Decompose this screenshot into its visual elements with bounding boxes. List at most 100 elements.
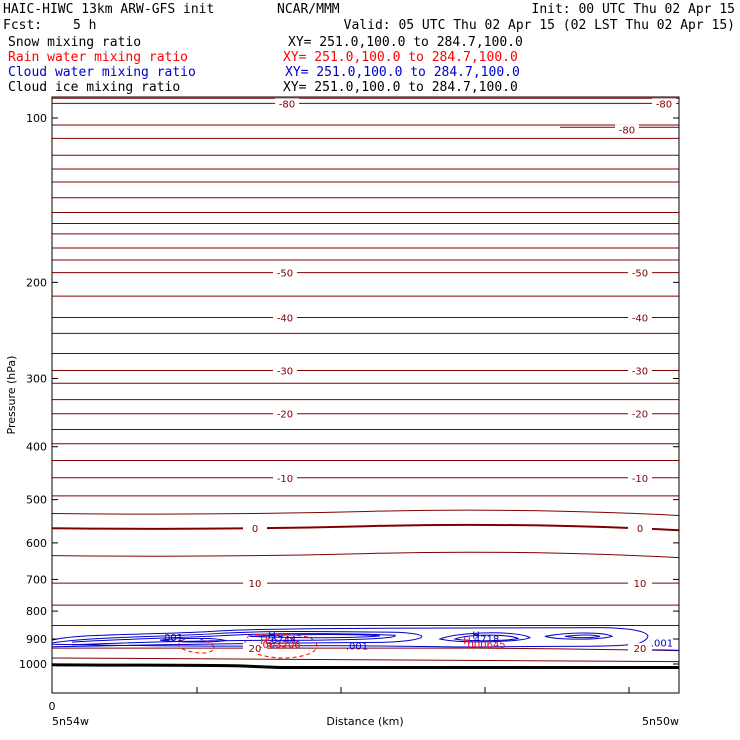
- cloud-water-label: .001: [161, 633, 183, 644]
- header-valid: Valid: 05 UTC Thu 02 Apr 15 (02 LST Thu …: [344, 18, 735, 33]
- temperature-contour-label: 20: [634, 644, 647, 655]
- temperature-contours: [51, 97, 680, 663]
- label-bg: [628, 365, 652, 377]
- y-tick-label: 1000: [19, 658, 47, 671]
- field-xy-rain: XY= 251.0,100.0 to 284.7,100.0: [283, 50, 518, 65]
- temperature-contour-label: 0: [637, 524, 643, 535]
- temperature-contour-label: -80: [279, 99, 295, 110]
- field-xy-cloudice: XY= 251.0,100.0 to 284.7,100.0: [283, 80, 518, 95]
- y-tick-label: 300: [26, 373, 47, 386]
- temperature-contour-line: [51, 509, 680, 516]
- rain-water-label: H: [463, 636, 471, 647]
- cloud-water-contour: [438, 632, 532, 643]
- field-name-snow: Snow mixing ratio: [8, 35, 141, 50]
- cloud-water-contour: [544, 632, 614, 640]
- label-bg: [628, 578, 652, 590]
- x-end-label: 5n50w: [642, 715, 679, 728]
- label-bg: [275, 98, 299, 110]
- cloud-water-label: .001: [346, 642, 368, 653]
- temperature-contour-label: -20: [632, 410, 648, 421]
- x-axis-title: Distance (km): [326, 715, 403, 728]
- field-xy-snow: XY= 251.0,100.0 to 284.7,100.0: [288, 35, 523, 50]
- rain-water-contour: [178, 638, 215, 654]
- label-bg: [243, 523, 267, 535]
- x-axis: 0 5n54w 5n50w Distance (km): [49, 687, 679, 728]
- y-tick-label: 800: [26, 605, 47, 618]
- rain-water-contour: [266, 637, 298, 647]
- temperature-contour-label: 0: [252, 524, 258, 535]
- x-tick-label-0: 0: [49, 700, 56, 713]
- temperature-contour-label: -30: [277, 366, 293, 377]
- cloud-water-label: H: [472, 630, 480, 641]
- temperature-labels: -80 -80 -80 -50 -50 -40 -40 -30 -30 -20 -20 -10 -10 0…: [243, 98, 676, 655]
- cloud-water-labels: .001 H.6744 H.4718.001.001: [161, 630, 673, 652]
- label-bg: [628, 523, 652, 535]
- temperature-contour-label: -50: [277, 269, 293, 280]
- label-bg: [628, 312, 652, 324]
- header-fcst-label: Fcst:: [3, 18, 42, 33]
- field-xy-cloudwater: XY= 251.0,100.0 to 284.7,100.0: [285, 65, 520, 80]
- temperature-contour-label: -10: [277, 474, 293, 485]
- label-bg: [273, 267, 297, 279]
- y-tick-label: 600: [26, 537, 47, 550]
- y-tick-label: 700: [26, 573, 47, 586]
- label-bg: [273, 408, 297, 420]
- terrain-line: [51, 663, 679, 670]
- rain-water-contours: [178, 633, 318, 659]
- rain-water-label: .000645: [464, 640, 505, 651]
- temperature-contour-label: 20: [249, 644, 262, 655]
- label-bg: [628, 472, 652, 484]
- y-tick-label: 500: [26, 494, 47, 507]
- temperature-contour-line: [51, 657, 680, 663]
- temperature-contour-label: -30: [632, 366, 648, 377]
- field-name-cloudwater: Cloud water mixing ratio: [8, 65, 196, 80]
- x-start-label: 5n54w: [52, 715, 89, 728]
- header-init: Init: 00 UTC Thu 02 Apr 15: [532, 2, 736, 17]
- label-bg: [628, 643, 652, 655]
- cloud-water-contour: [249, 633, 381, 639]
- field-name-rain: Rain water mixing ratio: [8, 50, 188, 65]
- temperature-contour-line: [51, 551, 680, 559]
- header-center: NCAR/MMM: [277, 2, 340, 17]
- field-name-cloudice: Cloud ice mixing ratio: [8, 80, 180, 95]
- y-tick-label: 900: [26, 633, 47, 646]
- cloud-water-label: .4718: [471, 634, 500, 645]
- temperature-contour-line: [51, 523, 680, 532]
- label-bg: [628, 408, 652, 420]
- cloud-water-label: .001: [651, 639, 673, 650]
- temperature-contour-label: -10: [632, 474, 648, 485]
- temperature-contour-label: -80: [619, 126, 635, 137]
- y-axis-title: Pressure (hPa): [5, 356, 18, 435]
- plot-frame: [51, 96, 680, 694]
- header-fcst-value: 5 h: [73, 18, 96, 33]
- rain-water-label: .003206: [259, 640, 300, 651]
- terrain-line: [51, 663, 679, 670]
- cloud-water-label: .6744: [268, 635, 297, 646]
- cloud-water-label: H: [268, 630, 276, 641]
- y-tick-label: 100: [26, 112, 47, 125]
- label-bg: [273, 365, 297, 377]
- temperature-contour-label: -80: [656, 99, 672, 110]
- temperature-contour-label: -40: [277, 314, 293, 325]
- header-model: HAIC-HIWC 13km ARW-GFS init: [3, 2, 214, 17]
- label-bg: [652, 98, 676, 110]
- cloud-water-contour: [159, 637, 227, 643]
- temperature-contour-label: -20: [277, 410, 293, 421]
- temperature-contour-label: -40: [632, 314, 648, 325]
- cloud-water-contour: [564, 634, 601, 639]
- label-bg: [273, 312, 297, 324]
- rain-water-label: H: [260, 636, 268, 647]
- label-bg: [615, 124, 639, 136]
- label-bg: [243, 578, 267, 590]
- label-bg: [628, 267, 652, 279]
- label-bg: [273, 472, 297, 484]
- label-bg: [243, 643, 267, 655]
- temperature-contour-label: -50: [632, 269, 648, 280]
- temperature-contour-label: 10: [249, 579, 262, 590]
- plot-area: -80 -80 -80 -50 -50 -40 -40 -30 -30 -20 -20 -10 -10 0…: [51, 96, 680, 694]
- y-tick-label: 400: [26, 441, 47, 454]
- cloud-water-contour: [453, 634, 520, 642]
- rain-water-labels: H.003206 H.000645: [259, 636, 505, 651]
